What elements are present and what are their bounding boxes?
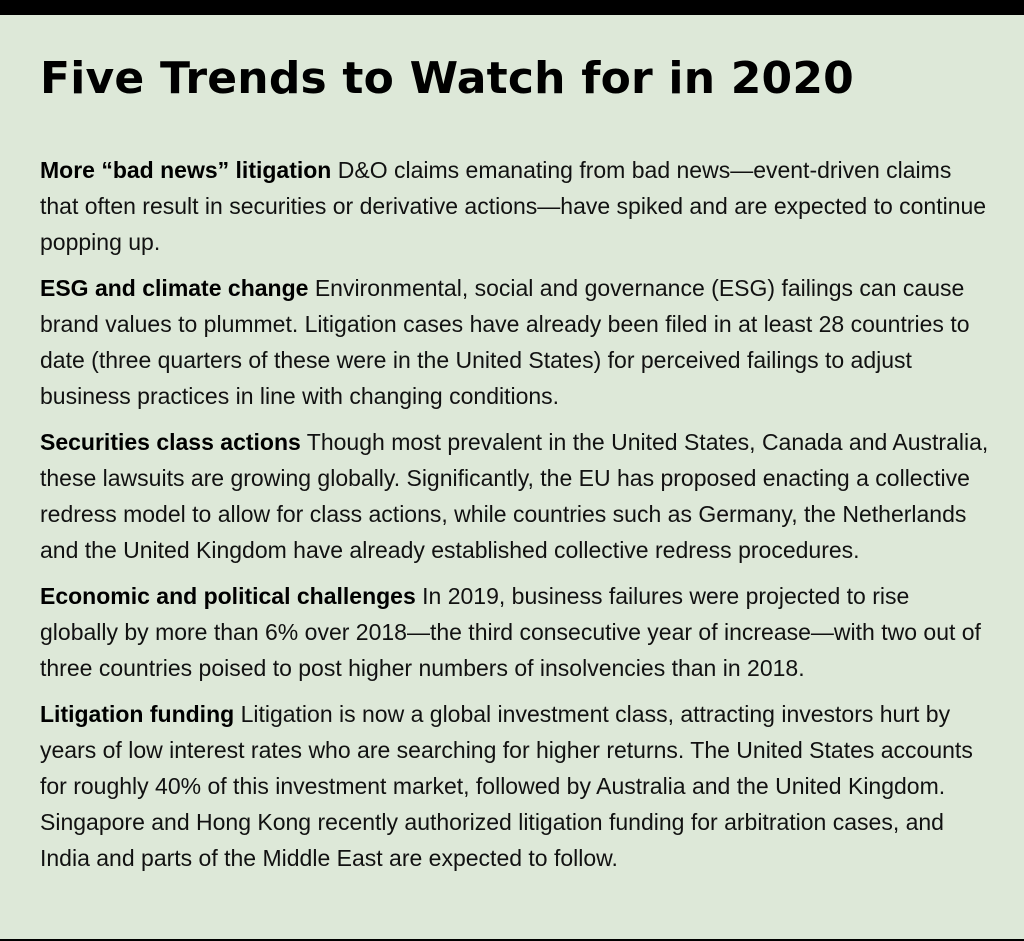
trend-heading: Securities class actions (40, 429, 301, 455)
trend-item: Litigation funding Litigation is now a g… (40, 696, 990, 876)
trend-text: Though most prevalent in the United Stat… (40, 429, 989, 563)
trend-item: ESG and climate change Environmental, so… (40, 270, 990, 414)
trend-text: D&O claims emanating from bad news—event… (40, 157, 987, 255)
trend-text: In 2019, business failures were projecte… (40, 583, 981, 681)
trend-text: Litigation is now a global investment cl… (40, 701, 973, 871)
trend-list: More “bad news” litigation D&O claims em… (40, 152, 990, 886)
trend-heading: ESG and climate change (40, 275, 309, 301)
trend-item: Securities class actions Though most pre… (40, 424, 990, 568)
trend-text: Environmental, social and governance (ES… (40, 275, 970, 409)
trend-heading: More “bad news” litigation (40, 157, 332, 183)
trend-item: More “bad news” litigation D&O claims em… (40, 152, 990, 260)
trend-heading: Economic and political challenges (40, 583, 416, 609)
trend-heading: Litigation funding (40, 701, 235, 727)
page-title: Five Trends to Watch for in 2020 (40, 53, 854, 104)
trend-item: Economic and political challenges In 201… (40, 578, 990, 686)
